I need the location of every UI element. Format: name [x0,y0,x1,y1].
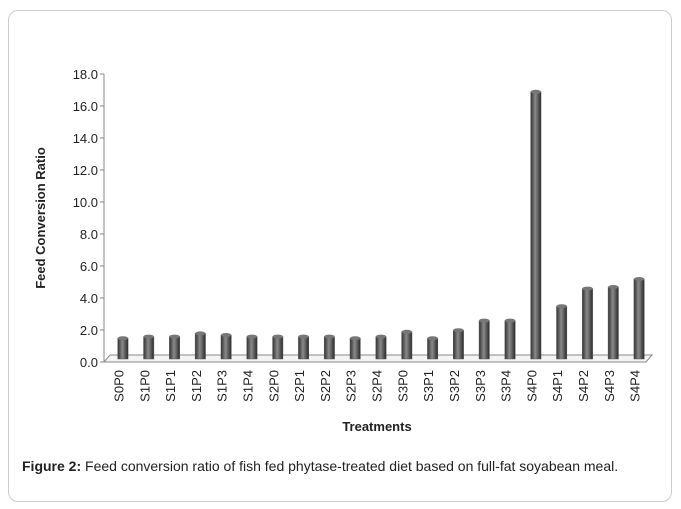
x-tick-label: S3P0 [395,370,410,402]
x-tick-label: S1P2 [189,370,204,402]
x-tick-label: S1P0 [137,370,152,402]
bar [427,337,439,360]
bar [169,336,180,360]
y-tick-label: 0.0 [80,355,98,370]
bar [143,336,155,360]
bar [349,337,361,360]
y-tick-label: 14.0 [73,131,98,146]
bar [220,334,232,360]
y-tick-label: 16.0 [73,99,98,114]
y-tick-label: 2.0 [80,323,98,338]
x-tick-label: S1P1 [163,370,178,402]
bar [298,336,309,360]
bar [194,333,206,360]
bar [530,91,542,360]
bar [401,331,413,360]
bar-top [169,334,180,339]
bar-top [479,318,490,323]
y-axis-label: Feed Conversion Ratio [33,147,48,289]
bar-top [504,318,516,323]
bar [375,336,387,360]
caption-label: Figure 2: [22,458,82,474]
bar-top [324,334,335,339]
bar-top [298,334,309,339]
y-tick-label: 6.0 [80,259,98,274]
bar-top [453,328,464,333]
bar-top [633,277,645,281]
x-tick-label: S1P3 [215,370,230,402]
bar-top [427,336,438,341]
x-tick-label: S2P4 [370,370,385,402]
bar-top [401,329,412,334]
bar-top [375,334,387,339]
bar [582,288,593,360]
bar-top [246,334,258,339]
bar [504,320,516,360]
bar-top [195,331,206,336]
x-tick-label: S4P3 [602,370,617,402]
bar [453,329,464,360]
x-tick-label: S2P1 [292,370,307,402]
bar [323,336,335,360]
x-tick-label: S2P2 [318,370,333,402]
x-tick-label: S3P4 [499,370,514,402]
y-tick-label: 18.0 [73,67,98,82]
x-tick-label: S3P3 [473,370,488,402]
x-tick-label: S3P2 [447,370,462,402]
x-tick-label: S4P2 [576,370,591,402]
bar [633,278,645,360]
x-axis-label: Treatments [342,419,411,434]
bar-top [272,334,283,339]
x-tick-label: S1P4 [241,370,256,402]
bar [556,305,568,360]
bar [607,286,619,360]
y-tick-label: 10.0 [73,195,98,210]
caption: Figure 2: Feed conversion ratio of fish … [22,457,662,475]
x-tick-label: S2P3 [344,370,359,402]
x-tick-label: S0P0 [111,370,126,402]
bar [272,336,284,360]
bar-top [220,333,232,337]
bar-top [350,336,361,341]
bar [478,320,490,360]
x-tick-label: S2P0 [266,370,281,402]
bar [117,337,129,360]
x-tick-label: S4P0 [524,370,539,402]
y-tick-label: 12.0 [73,163,98,178]
bar-top [143,334,154,339]
x-tick-label: S4P1 [550,370,565,402]
bar-top [117,336,129,341]
bar-top [582,286,593,291]
x-tick-label: S3P1 [421,370,436,402]
bar-top [608,285,619,289]
x-tick-label: S4P4 [628,370,643,402]
caption-text: Feed conversion ratio of fish fed phytas… [81,458,619,474]
frame [8,10,672,502]
y-tick-label: 8.0 [80,227,98,242]
bar-top [556,304,567,309]
y-tick-label: 4.0 [80,291,98,306]
bar-top [530,89,542,94]
bar [246,336,258,360]
